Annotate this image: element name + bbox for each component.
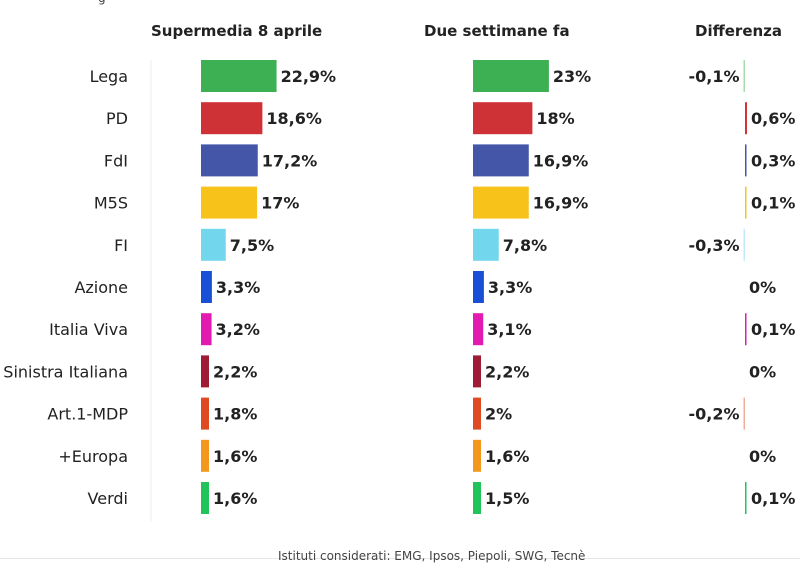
value-label: 1,6% bbox=[213, 489, 257, 508]
category-label: Verdi bbox=[88, 489, 128, 508]
value-label: 1,8% bbox=[213, 405, 257, 424]
bar-supermedia bbox=[201, 60, 277, 92]
bar-two-weeks-ago bbox=[473, 228, 499, 261]
bar-difference bbox=[743, 60, 745, 92]
bar-two-weeks-ago bbox=[473, 355, 481, 388]
bar-difference bbox=[745, 144, 747, 177]
bar-difference bbox=[745, 482, 747, 514]
category-label: Art.1-MDP bbox=[47, 405, 128, 424]
bar-two-weeks-ago bbox=[473, 60, 549, 92]
bottom-divider bbox=[0, 558, 800, 559]
difference-label: 0,1% bbox=[751, 194, 795, 213]
bar-supermedia bbox=[201, 102, 263, 135]
bar-supermedia bbox=[201, 271, 212, 303]
bar-difference bbox=[745, 186, 747, 219]
value-label: 18% bbox=[536, 109, 574, 128]
category-label: +Europa bbox=[58, 447, 128, 466]
difference-label: -0,1% bbox=[688, 67, 739, 86]
category-label: FdI bbox=[104, 151, 128, 170]
bar-supermedia bbox=[201, 482, 209, 514]
bar-two-weeks-ago bbox=[473, 102, 533, 135]
difference-label: -0,3% bbox=[688, 236, 739, 255]
value-label: 1,6% bbox=[485, 447, 529, 466]
value-label: 2,2% bbox=[213, 362, 257, 381]
bar-two-weeks-ago bbox=[473, 313, 484, 346]
clipped-text-top: g bbox=[98, 0, 106, 5]
category-label: M5S bbox=[94, 194, 128, 213]
bar-difference bbox=[743, 397, 745, 430]
bar-two-weeks-ago bbox=[473, 397, 481, 430]
value-label: 22,9% bbox=[281, 67, 337, 86]
category-label: Azione bbox=[74, 278, 128, 297]
bar-two-weeks-ago bbox=[473, 271, 484, 303]
bar-difference bbox=[745, 102, 747, 135]
column-header-supermedia: Supermedia 8 aprile bbox=[151, 22, 323, 40]
value-label: 3,3% bbox=[216, 278, 260, 297]
difference-label: 0% bbox=[749, 447, 776, 466]
footer-sources: Istituti considerati: EMG, Ipsos, Piepol… bbox=[278, 549, 586, 563]
difference-label: 0% bbox=[749, 278, 776, 297]
difference-label: -0,2% bbox=[688, 405, 739, 424]
bar-supermedia bbox=[201, 439, 209, 472]
bar-supermedia bbox=[201, 313, 212, 346]
category-label: Italia Viva bbox=[49, 320, 128, 339]
category-label: Sinistra Italiana bbox=[3, 362, 128, 381]
column-header-difference: Differenza bbox=[695, 22, 783, 40]
bar-supermedia bbox=[201, 397, 209, 430]
value-label: 16,9% bbox=[533, 151, 589, 170]
category-label: Lega bbox=[90, 67, 128, 86]
value-label: 17,2% bbox=[262, 151, 318, 170]
category-label: FI bbox=[114, 236, 128, 255]
value-label: 18,6% bbox=[266, 109, 322, 128]
value-label: 3,1% bbox=[487, 320, 531, 339]
bar-supermedia bbox=[201, 186, 258, 219]
column-header-two-weeks-ago: Due settimane fa bbox=[424, 22, 570, 40]
value-label: 23% bbox=[553, 67, 591, 86]
value-label: 17% bbox=[261, 194, 299, 213]
value-label: 3,3% bbox=[488, 278, 532, 297]
bar-supermedia bbox=[201, 228, 226, 261]
difference-label: 0% bbox=[749, 362, 776, 381]
value-label: 1,6% bbox=[213, 447, 257, 466]
difference-label: 0,6% bbox=[751, 109, 795, 128]
category-label: PD bbox=[106, 109, 128, 128]
difference-label: 0,3% bbox=[751, 151, 795, 170]
difference-label: 0,1% bbox=[751, 320, 795, 339]
value-label: 3,2% bbox=[216, 320, 260, 339]
bar-two-weeks-ago bbox=[473, 144, 529, 177]
difference-label: 0,1% bbox=[751, 489, 795, 508]
bar-two-weeks-ago bbox=[473, 186, 529, 219]
bar-difference bbox=[745, 313, 747, 346]
bar-two-weeks-ago bbox=[473, 482, 481, 514]
value-label: 1,5% bbox=[485, 489, 529, 508]
bar-supermedia bbox=[201, 355, 209, 388]
value-label: 16,9% bbox=[533, 194, 589, 213]
value-label: 7,5% bbox=[230, 236, 274, 255]
bar-two-weeks-ago bbox=[473, 439, 481, 472]
value-label: 2,2% bbox=[485, 362, 529, 381]
bar-difference bbox=[743, 228, 745, 261]
value-label: 2% bbox=[485, 405, 512, 424]
bar-supermedia bbox=[201, 144, 258, 177]
value-label: 7,8% bbox=[503, 236, 547, 255]
